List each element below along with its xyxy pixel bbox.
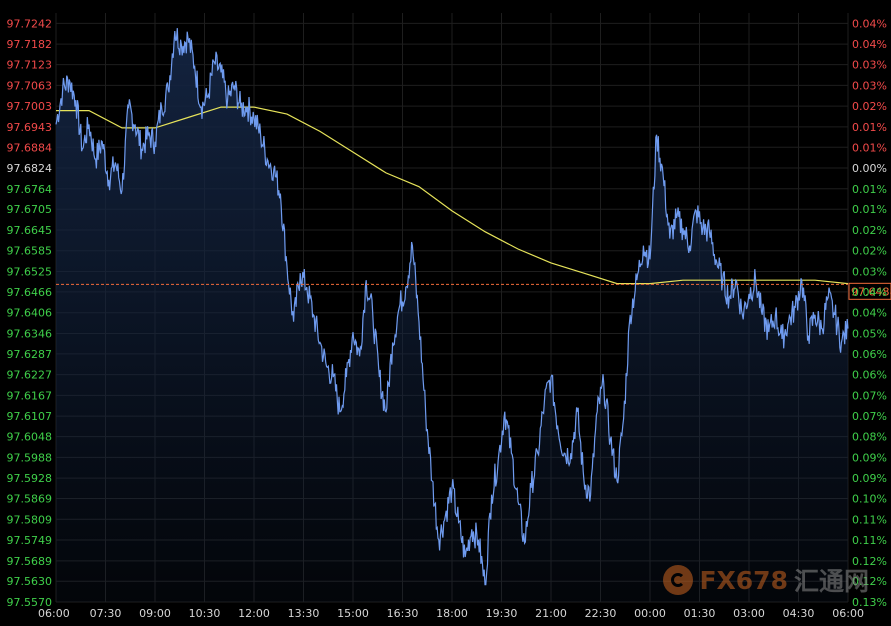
y-tick-label: 97.7182	[7, 38, 53, 51]
pct-tick-label: 0.12%	[852, 575, 887, 588]
x-tick-label: 15:00	[337, 607, 369, 620]
x-tick-label: 10:30	[189, 607, 221, 620]
x-tick-label: 12:00	[238, 607, 270, 620]
y-tick-label: 97.6525	[7, 266, 53, 279]
current-price-box	[848, 282, 891, 300]
y-tick-label: 97.6884	[7, 141, 53, 154]
y-tick-label: 97.6764	[7, 183, 53, 196]
current-price-layer: 97.6488	[56, 282, 891, 300]
y-tick-label: 97.6943	[7, 121, 53, 134]
pct-tick-label: 0.02%	[852, 100, 887, 113]
y-axis-right: 0.04% 0.04% 0.03% 0.03% 0.02% 0.01% 0.01% 0.00%…	[852, 17, 887, 609]
price-area	[56, 28, 848, 603]
pct-tick-label: 0.05%	[852, 327, 887, 340]
pct-tick-label: 0.03%	[852, 59, 887, 72]
pct-tick-label: 0.07%	[852, 410, 887, 423]
pct-tick-label: 0.09%	[852, 472, 887, 485]
y-tick-label: 97.7242	[7, 17, 53, 30]
x-tick-label: 07:30	[90, 607, 122, 620]
y-tick-label: 97.5570	[7, 596, 53, 609]
pct-tick-label: 0.04%	[852, 286, 887, 299]
pct-tick-label: 0.04%	[852, 307, 887, 320]
pct-tick-label: 0.02%	[852, 224, 887, 237]
moving-average-layer	[56, 106, 849, 285]
y-tick-label: 97.6705	[7, 203, 53, 216]
y-tick-label: 97.5928	[7, 472, 53, 485]
pct-tick-label: 0.02%	[852, 245, 887, 258]
y-tick-label: 97.5988	[7, 451, 53, 464]
y-axis-left: 97.7242 97.7182 97.7123 97.7063 97.7003 97.69…	[7, 17, 53, 609]
price-line-layer	[55, 28, 849, 586]
pct-tick-label: 0.06%	[852, 369, 887, 382]
y-tick-label: 97.6167	[7, 389, 53, 402]
x-tick-label: 18:00	[436, 607, 468, 620]
y-tick-label: 97.6287	[7, 348, 53, 361]
pct-tick-label: 0.13%	[852, 596, 887, 609]
pct-tick-label: 0.10%	[852, 493, 887, 506]
pct-tick-label: 0.03%	[852, 266, 887, 279]
y-tick-label: 97.6227	[7, 369, 53, 382]
pct-tick-label: 0.11%	[852, 513, 887, 526]
pct-tick-label: 0.00%	[852, 162, 887, 175]
x-axis: 06:00 07:30 09:00 10:30 12:00 13:30 15:00 16:30…	[38, 607, 864, 620]
pct-tick-label: 0.04%	[852, 38, 887, 51]
x-tick-label: 06:00	[38, 607, 70, 620]
y-tick-label: 97.6585	[7, 245, 53, 258]
y-tick-label: 97.7003	[7, 100, 53, 113]
y-tick-label: 97.6107	[7, 410, 53, 423]
x-tick-label: 16:30	[387, 607, 419, 620]
pct-tick-label: 0.07%	[852, 389, 887, 402]
pct-tick-label: 0.11%	[852, 534, 887, 547]
x-tick-label: 06:00	[832, 607, 864, 620]
y-tick-label: 97.6466	[7, 286, 53, 299]
pct-tick-label: 0.08%	[852, 431, 887, 444]
price-line	[55, 28, 849, 586]
y-tick-label: 97.6048	[7, 431, 53, 444]
pct-tick-label: 0.01%	[852, 141, 887, 154]
x-tick-label: 00:00	[634, 607, 666, 620]
y-tick-label: 97.6406	[7, 307, 53, 320]
pct-tick-label: 0.01%	[852, 121, 887, 134]
price-area-fill	[56, 28, 848, 603]
y-tick-label: 97.5749	[7, 534, 53, 547]
x-tick-label: 13:30	[288, 607, 320, 620]
current-price-label: 97.6488	[851, 285, 891, 298]
pct-tick-label: 0.04%	[852, 17, 887, 30]
x-tick-label: 21:00	[535, 607, 567, 620]
x-tick-label: 03:00	[733, 607, 765, 620]
y-tick-label: 97.6645	[7, 224, 53, 237]
y-tick-label: 97.7123	[7, 59, 53, 72]
y-tick-label: 97.5869	[7, 493, 53, 506]
pct-tick-label: 0.01%	[852, 183, 887, 196]
y-tick-label: 97.5809	[7, 513, 53, 526]
x-tick-label: 22:30	[585, 607, 617, 620]
pct-tick-label: 0.06%	[852, 348, 887, 361]
pct-tick-label: 0.12%	[852, 555, 887, 568]
moving-average-line	[56, 106, 849, 285]
y-tick-label: 97.5630	[7, 575, 53, 588]
y-tick-label: 97.7063	[7, 79, 53, 92]
y-tick-label: 97.5689	[7, 555, 53, 568]
x-tick-label: 04:30	[783, 607, 815, 620]
y-tick-label: 97.6346	[7, 327, 53, 340]
x-tick-label: 09:00	[139, 607, 171, 620]
x-tick-label: 01:30	[684, 607, 716, 620]
y-tick-label: 97.6824	[7, 162, 53, 175]
pct-tick-label: 0.03%	[852, 79, 887, 92]
pct-tick-label: 0.01%	[852, 203, 887, 216]
x-tick-label: 19:30	[486, 607, 518, 620]
pct-tick-label: 0.09%	[852, 451, 887, 464]
